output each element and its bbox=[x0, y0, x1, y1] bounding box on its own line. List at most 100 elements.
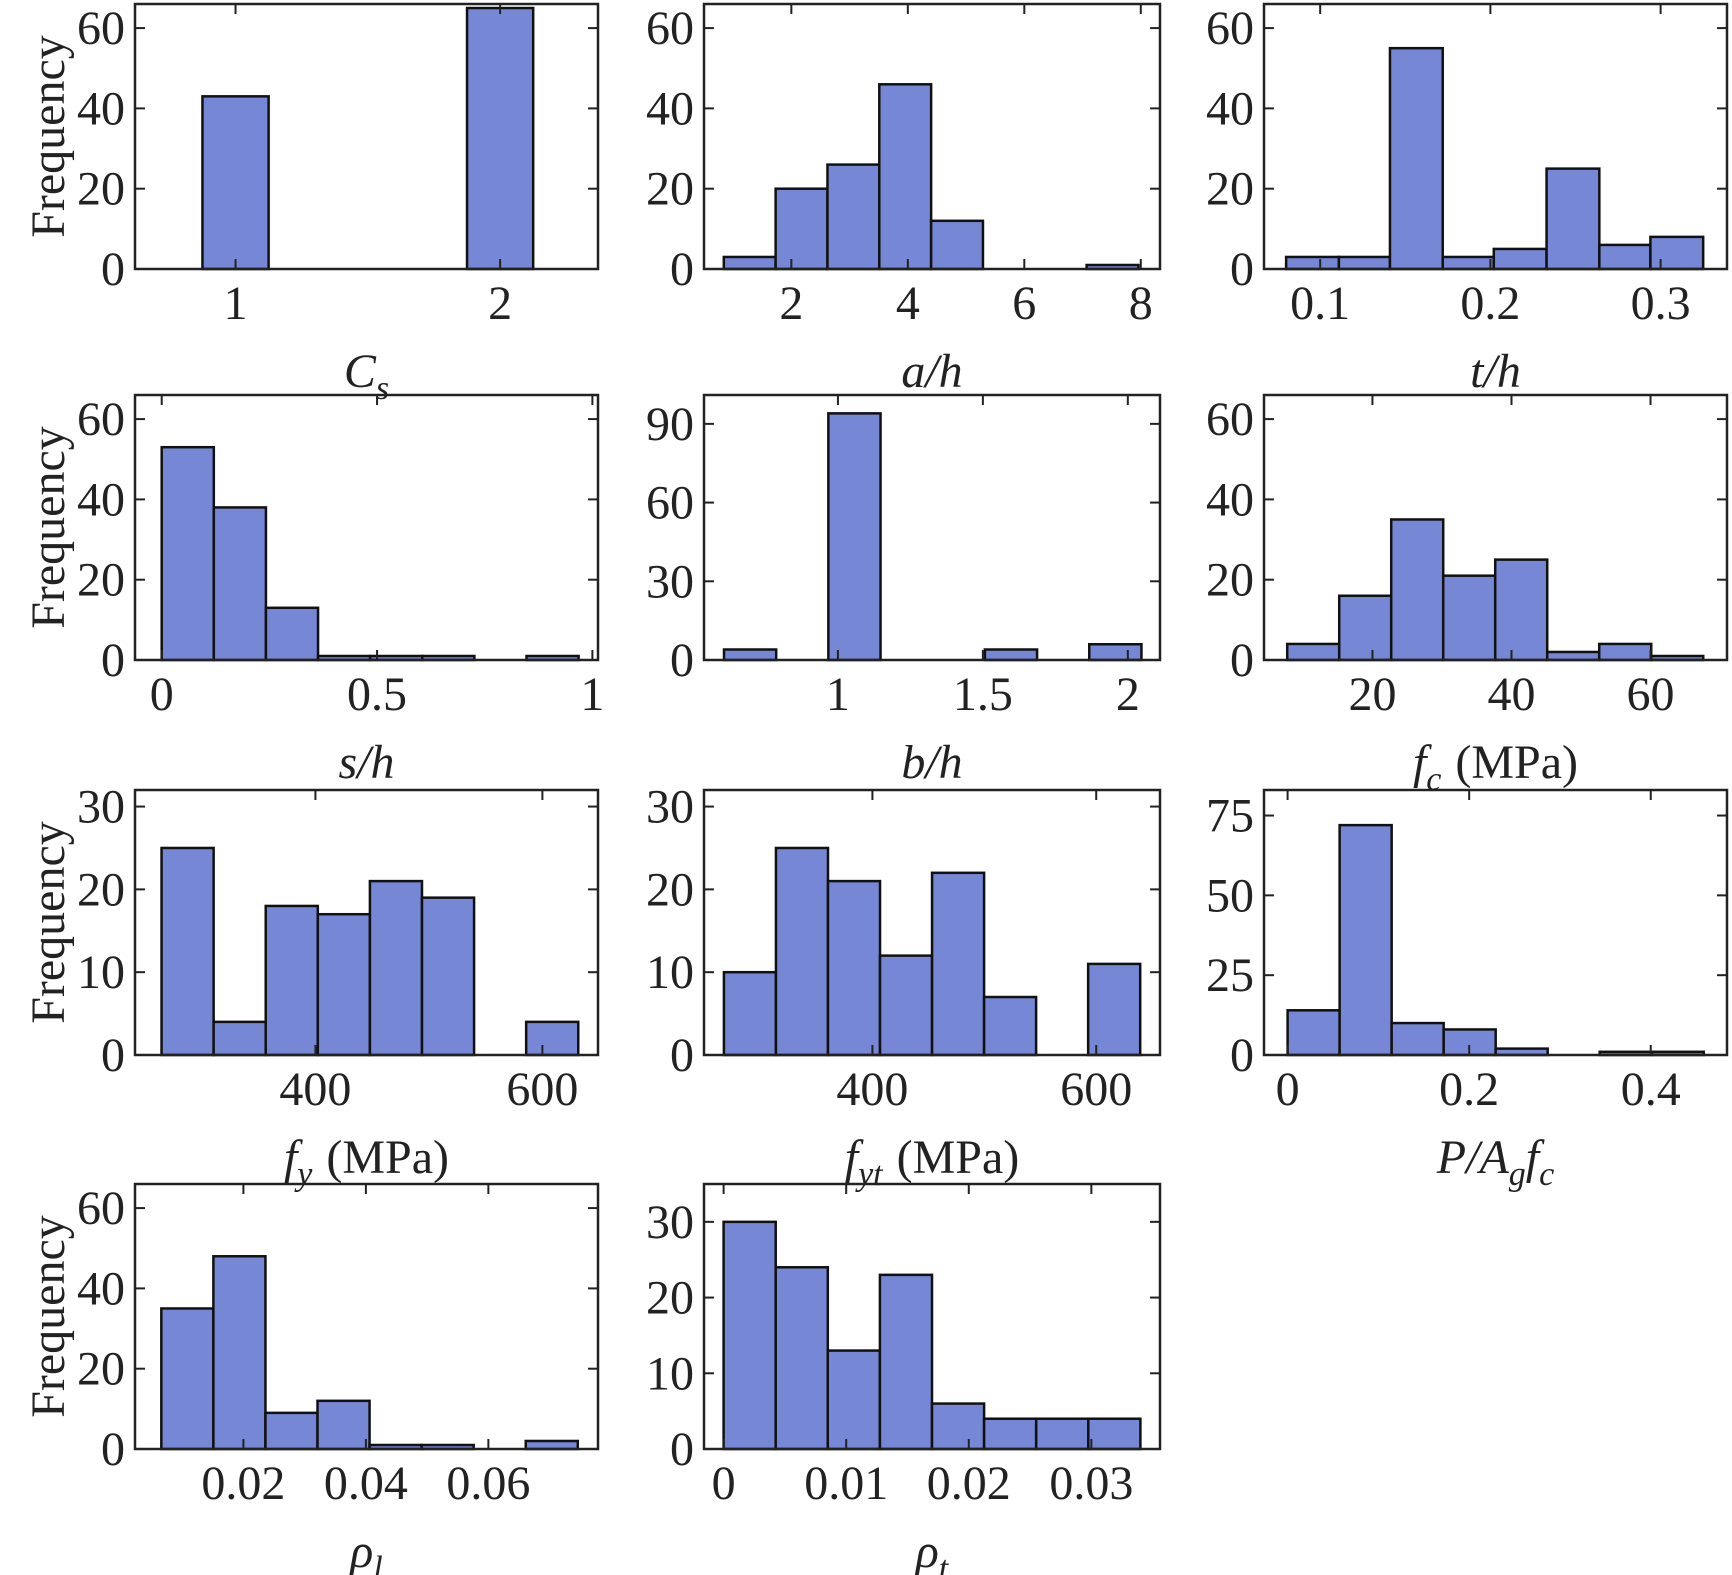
x-axis-label-part: (MPa) bbox=[326, 1131, 449, 1184]
x-tick-label: 400 bbox=[279, 1063, 351, 1116]
bar bbox=[1441, 574, 1497, 662]
y-tick-label: 0 bbox=[670, 1423, 694, 1476]
y-tick-label: 0 bbox=[1230, 634, 1254, 687]
bar bbox=[930, 871, 986, 1057]
bar bbox=[1598, 243, 1652, 271]
x-axis-label: P/Agfc bbox=[1436, 1131, 1554, 1193]
bar bbox=[1337, 594, 1393, 662]
bar bbox=[264, 1411, 319, 1451]
x-tick-label: 0.04 bbox=[324, 1457, 408, 1510]
x-tick-label: 0.06 bbox=[446, 1457, 530, 1510]
x-axis-label-part: yt bbox=[855, 1156, 884, 1193]
y-tick-label: 50 bbox=[1206, 869, 1254, 922]
bar bbox=[264, 904, 320, 1057]
x-tick-label: 2 bbox=[488, 277, 512, 330]
y-tick-label: 20 bbox=[646, 163, 694, 216]
y-tick-label: 40 bbox=[1206, 82, 1254, 135]
x-tick-label: 40 bbox=[1487, 668, 1535, 721]
y-tick-label: 30 bbox=[646, 555, 694, 608]
x-tick-label: 1 bbox=[826, 668, 850, 721]
bar bbox=[201, 95, 270, 271]
x-tick-label: 0.02 bbox=[927, 1457, 1011, 1510]
bar bbox=[160, 846, 215, 1057]
x-tick-label: 0 bbox=[1276, 1063, 1300, 1116]
bar bbox=[1034, 1417, 1090, 1451]
x-axis-label-part: c bbox=[1539, 1156, 1554, 1193]
bar bbox=[368, 879, 424, 1057]
y-tick-label: 60 bbox=[1206, 2, 1254, 55]
bar bbox=[1284, 255, 1341, 271]
x-axis-label-part: c bbox=[1426, 761, 1441, 798]
bar bbox=[1388, 46, 1444, 271]
y-axis-label: Frequency bbox=[22, 821, 75, 1024]
bar bbox=[1545, 167, 1601, 271]
y-tick-label: 20 bbox=[77, 1343, 125, 1396]
bar bbox=[929, 219, 985, 271]
x-tick-label: 0.01 bbox=[804, 1457, 888, 1510]
bar bbox=[878, 954, 934, 1057]
y-tick-label: 0 bbox=[1230, 243, 1254, 296]
x-tick-label: 0.3 bbox=[1631, 277, 1691, 330]
y-axis-label: Frequency bbox=[22, 35, 75, 238]
x-axis-label-part: a/h bbox=[901, 345, 962, 398]
bar bbox=[1086, 962, 1142, 1057]
y-axis-label: Frequency bbox=[22, 1215, 75, 1418]
bar bbox=[420, 896, 476, 1057]
x-axis-label-part: t/h bbox=[1470, 345, 1521, 398]
bar bbox=[826, 879, 882, 1057]
bar bbox=[826, 163, 881, 271]
bar bbox=[1088, 643, 1143, 662]
bar bbox=[1389, 518, 1445, 662]
bar bbox=[524, 1020, 580, 1057]
x-axis-label-part: s/h bbox=[338, 736, 394, 789]
y-tick-label: 20 bbox=[646, 1272, 694, 1325]
y-tick-label: 60 bbox=[646, 477, 694, 530]
y-tick-label: 20 bbox=[77, 163, 125, 216]
bar bbox=[316, 1399, 371, 1451]
bar bbox=[160, 445, 216, 662]
x-axis-label: fc (MPa) bbox=[1413, 736, 1578, 798]
x-axis-label-part: t bbox=[939, 1550, 950, 1575]
x-axis-label: Cs bbox=[344, 345, 389, 407]
x-tick-label: 0.2 bbox=[1460, 277, 1520, 330]
bar bbox=[316, 912, 372, 1057]
bar bbox=[465, 6, 535, 271]
y-tick-label: 60 bbox=[77, 2, 125, 55]
axes-frame bbox=[133, 2, 600, 271]
axes-frame bbox=[133, 788, 600, 1057]
y-tick-label: 25 bbox=[1206, 949, 1254, 1002]
y-tick-label: 40 bbox=[77, 82, 125, 135]
x-axis-label-part: ρ bbox=[914, 1525, 939, 1575]
bar bbox=[878, 83, 933, 271]
x-tick-label: 600 bbox=[1060, 1063, 1132, 1116]
x-axis-label: b/h bbox=[901, 736, 962, 789]
bar bbox=[212, 506, 268, 662]
x-tick-label: 0 bbox=[712, 1457, 736, 1510]
x-tick-label: 0.2 bbox=[1439, 1063, 1499, 1116]
x-axis-label: ρt bbox=[914, 1525, 950, 1575]
x-tick-label: 6 bbox=[1012, 277, 1036, 330]
y-tick-label: 75 bbox=[1206, 790, 1254, 843]
y-tick-label: 10 bbox=[646, 946, 694, 999]
y-tick-label: 20 bbox=[77, 863, 125, 916]
x-tick-label: 4 bbox=[896, 277, 920, 330]
y-tick-label: 30 bbox=[77, 781, 125, 834]
x-tick-label: 2 bbox=[1116, 668, 1140, 721]
x-tick-label: 1 bbox=[224, 277, 248, 330]
bar bbox=[1441, 255, 1496, 271]
y-tick-label: 0 bbox=[101, 243, 125, 296]
bar bbox=[1492, 247, 1548, 271]
x-axis-label: s/h bbox=[338, 736, 394, 789]
x-axis-label-part: l bbox=[373, 1550, 382, 1575]
bar bbox=[774, 1266, 830, 1451]
x-tick-label: 1 bbox=[580, 668, 604, 721]
x-tick-label: 20 bbox=[1348, 668, 1396, 721]
x-axis-label: a/h bbox=[901, 345, 962, 398]
axes-frame bbox=[702, 788, 1162, 1057]
x-tick-label: 0.03 bbox=[1049, 1457, 1133, 1510]
axes-frame bbox=[1262, 393, 1729, 662]
x-tick-label: 0.1 bbox=[1290, 277, 1350, 330]
y-tick-label: 60 bbox=[1206, 393, 1254, 446]
axes-frame bbox=[1262, 788, 1729, 1057]
